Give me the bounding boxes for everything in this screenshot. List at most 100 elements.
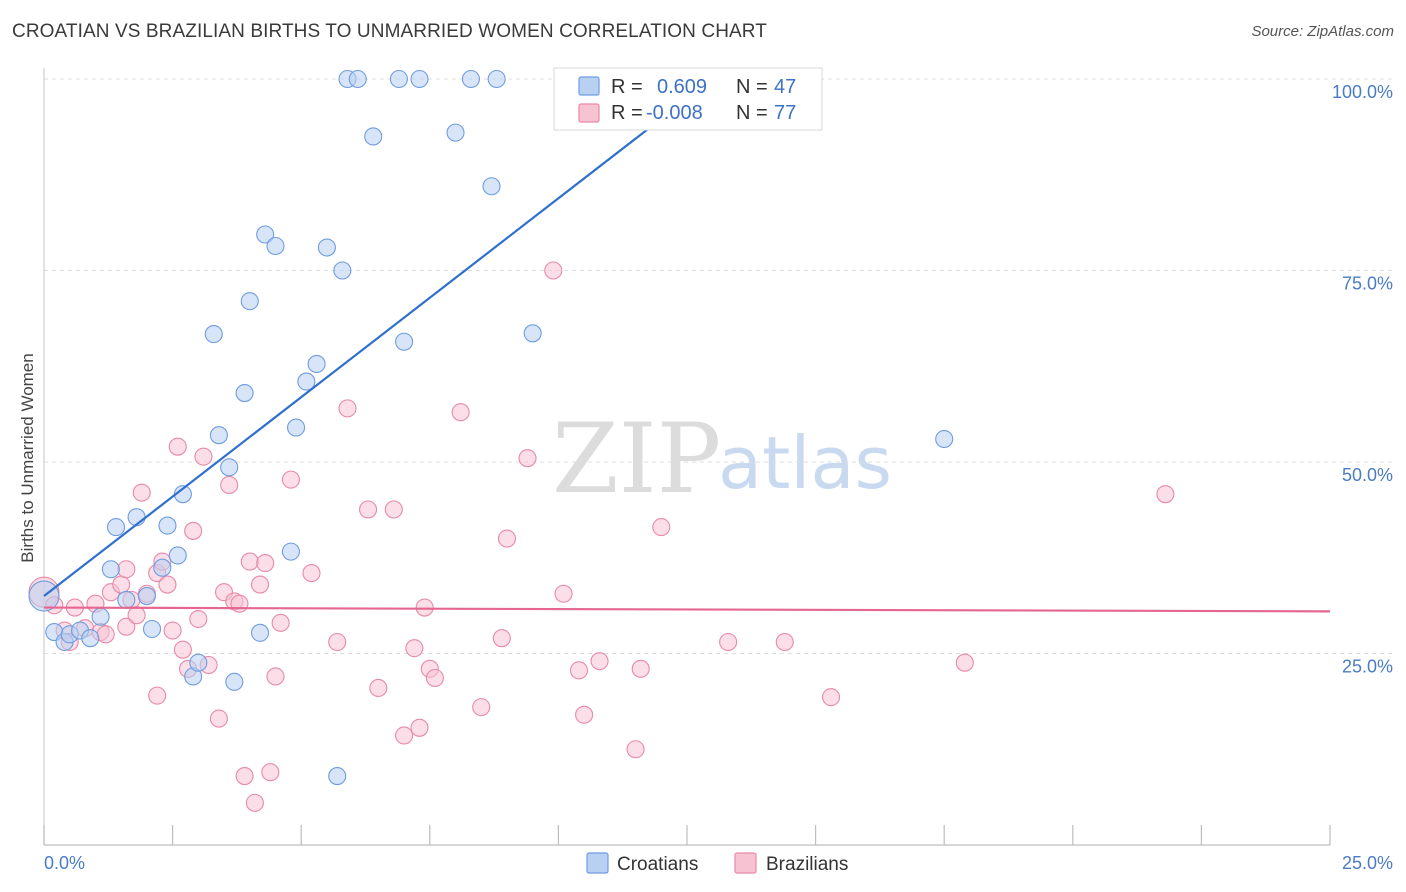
source-label: Source: ZipAtlas.com	[1251, 23, 1394, 40]
brazilian-point	[338, 399, 357, 418]
brazilian-point	[271, 613, 290, 632]
brazilian-point	[132, 483, 151, 502]
brazilian-point	[590, 652, 609, 671]
data-points	[28, 69, 1175, 812]
croatian-point	[287, 418, 306, 437]
brazilian-point	[451, 403, 470, 422]
croatian-point	[189, 653, 208, 672]
brazilian-point	[569, 661, 589, 680]
brazilians-trend-line	[43, 606, 1331, 613]
brazilian-point	[117, 617, 136, 636]
legend-n-label-brazilians: N =	[736, 102, 768, 124]
grid-lines	[44, 78, 1392, 654]
croatian-point	[348, 69, 367, 89]
brazilian-point	[497, 529, 517, 548]
croatian-point	[153, 558, 172, 577]
y-tick-label: 75.0%	[1342, 274, 1393, 294]
brazilian-point	[189, 609, 208, 629]
croatian-point	[235, 384, 254, 403]
croatian-point	[117, 590, 136, 609]
brazilian-point	[240, 552, 259, 571]
x-tick-label-min: 0.0%	[44, 853, 85, 873]
series-legend: Croatians Brazilians	[586, 852, 848, 875]
brazilian-point	[415, 598, 434, 617]
brazilian-point	[235, 767, 254, 786]
tick-labels: 25.0% 50.0% 75.0% 100.0% 0.0% 25.0%	[44, 82, 1393, 873]
brazilian-point	[631, 659, 650, 678]
croatian-point	[307, 354, 326, 374]
brazilian-point	[173, 640, 192, 659]
legend-swatch-brazilians	[578, 103, 600, 123]
croatian-point	[328, 767, 347, 786]
brazilian-point	[1156, 485, 1175, 504]
brazilian-point	[266, 667, 285, 686]
croatian-point	[209, 426, 228, 445]
croatian-point	[168, 546, 187, 565]
brazilian-point	[168, 437, 187, 456]
croatian-point	[240, 292, 259, 311]
croatian-point	[317, 238, 336, 257]
legend-n-value-croatians: 47	[774, 76, 796, 98]
brazilian-point	[369, 678, 388, 698]
croatians-trend-line	[43, 78, 714, 597]
brazilian-point	[220, 475, 239, 495]
brazilian-point	[652, 518, 671, 537]
brazilian-point	[194, 447, 213, 466]
croatian-point	[91, 607, 110, 626]
croatian-point	[389, 69, 408, 89]
croatian-point	[935, 429, 954, 449]
croatian-point	[106, 518, 126, 537]
y-tick-label: 25.0%	[1342, 657, 1393, 677]
y-axis-label: Births to Unmarried Women	[18, 353, 37, 562]
croatian-point	[487, 69, 506, 89]
brazilian-point	[158, 575, 177, 594]
brazilian-point	[209, 709, 228, 728]
bottom-legend-label-brazilians: Brazilians	[766, 854, 848, 875]
croatian-point	[101, 560, 120, 579]
brazilian-point	[384, 500, 403, 519]
brazilian-point	[575, 705, 594, 724]
croatian-point	[395, 332, 414, 351]
axes	[43, 68, 1331, 846]
brazilian-point	[261, 763, 280, 782]
croatian-point	[281, 542, 300, 561]
trend-lines	[43, 78, 1331, 613]
brazilian-point	[472, 698, 491, 717]
croatian-point	[523, 324, 542, 343]
brazilian-point	[245, 793, 264, 812]
brazilian-point	[405, 639, 424, 658]
brazilian-point	[281, 470, 300, 489]
croatian-point	[461, 69, 481, 89]
brazilian-point	[775, 632, 794, 652]
brazilian-point	[518, 449, 537, 468]
legend-r-value-brazilians: -0.008	[646, 102, 703, 124]
legend-r-label-brazilians: R =	[611, 102, 643, 124]
brazilian-point	[302, 564, 321, 583]
croatian-point	[446, 123, 465, 142]
brazilian-point	[230, 594, 249, 613]
croatian-point	[220, 458, 239, 477]
brazilian-point	[117, 560, 136, 579]
brazilian-point	[250, 575, 270, 594]
brazilian-point	[163, 621, 182, 640]
croatian-point	[142, 619, 162, 639]
y-tick-label: 100.0%	[1332, 82, 1393, 102]
croatian-point	[204, 325, 223, 344]
chart-title: CROATIAN VS BRAZILIAN BIRTHS TO UNMARRIE…	[12, 21, 767, 42]
watermark-atlas: atlas	[718, 421, 892, 505]
watermark-zip: ZIP	[552, 403, 721, 515]
croatian-point	[297, 372, 316, 391]
brazilian-point	[554, 584, 573, 603]
brazilian-point	[821, 688, 841, 707]
brazilian-point	[96, 625, 115, 644]
brazilian-point	[544, 261, 563, 280]
y-tick-label: 50.0%	[1342, 465, 1393, 485]
brazilian-point	[127, 606, 146, 625]
bottom-legend-swatch-brazilians	[734, 852, 757, 874]
croatian-point	[410, 69, 429, 89]
brazilian-point	[395, 726, 414, 745]
croatian-point	[333, 261, 352, 280]
croatian-point	[158, 516, 177, 535]
brazilian-point	[148, 686, 167, 705]
